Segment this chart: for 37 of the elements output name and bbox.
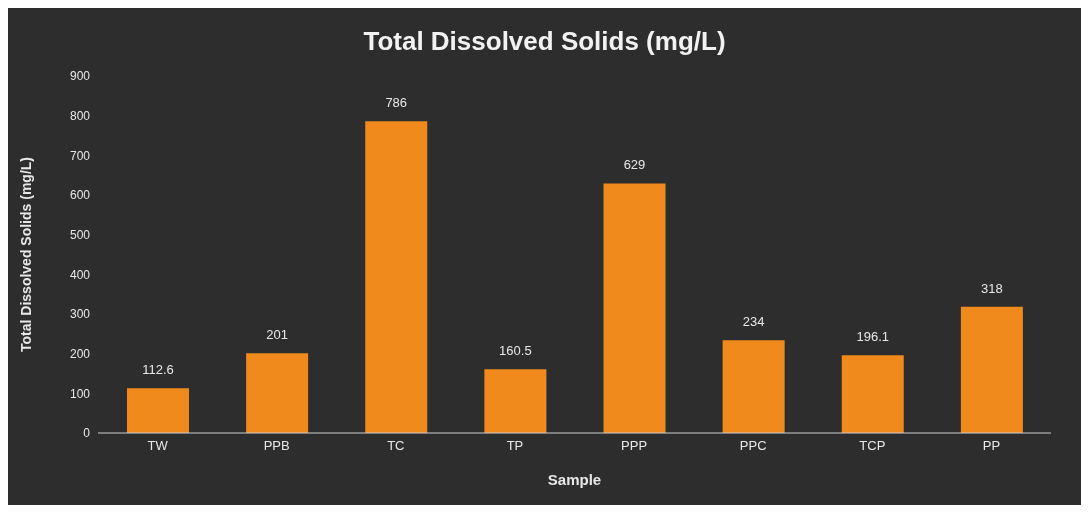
data-label: 112.6 <box>142 362 174 378</box>
x-tick-label: PP <box>982 438 1001 454</box>
y-tick-label: 100 <box>69 386 91 401</box>
data-label: 234 <box>742 314 765 330</box>
y-axis-title: Total Dissolved Solids (mg/L) <box>17 157 34 352</box>
x-tick-label: PPP <box>621 438 648 454</box>
bar <box>127 388 189 433</box>
bar <box>246 353 309 433</box>
data-label: 629 <box>623 157 646 173</box>
x-axis-title: Sample <box>547 471 602 488</box>
y-tick-label: 0 <box>83 426 91 441</box>
y-tick-label: 900 <box>69 69 91 84</box>
bar <box>960 306 1023 433</box>
data-label: 160.5 <box>499 343 532 359</box>
x-tick-label: PPC <box>739 438 767 454</box>
y-tick-label: 800 <box>69 108 91 123</box>
y-tick-label: 400 <box>69 267 91 282</box>
x-tick-label: TC <box>387 438 405 454</box>
y-tick-label: 600 <box>69 188 91 203</box>
y-tick-label: 200 <box>69 346 91 361</box>
bar <box>603 183 666 433</box>
data-label: 318 <box>981 280 1003 296</box>
chart-title: Total Dissolved Solids (mg/L) <box>362 25 727 58</box>
bar <box>722 340 785 433</box>
y-tick-label: 700 <box>69 148 91 163</box>
data-label: 196.1 <box>856 329 890 345</box>
data-label: 786 <box>385 95 408 111</box>
bar <box>484 369 547 433</box>
bar <box>841 355 904 433</box>
x-tick-label: TP <box>506 438 524 454</box>
x-tick-label: TW <box>147 438 169 454</box>
data-label: 201 <box>266 327 288 343</box>
y-tick-label: 300 <box>69 307 91 322</box>
y-tick-label: 500 <box>69 227 91 242</box>
x-tick-label: PPB <box>263 438 290 454</box>
x-tick-label: TCP <box>859 438 886 454</box>
bar <box>365 121 428 433</box>
